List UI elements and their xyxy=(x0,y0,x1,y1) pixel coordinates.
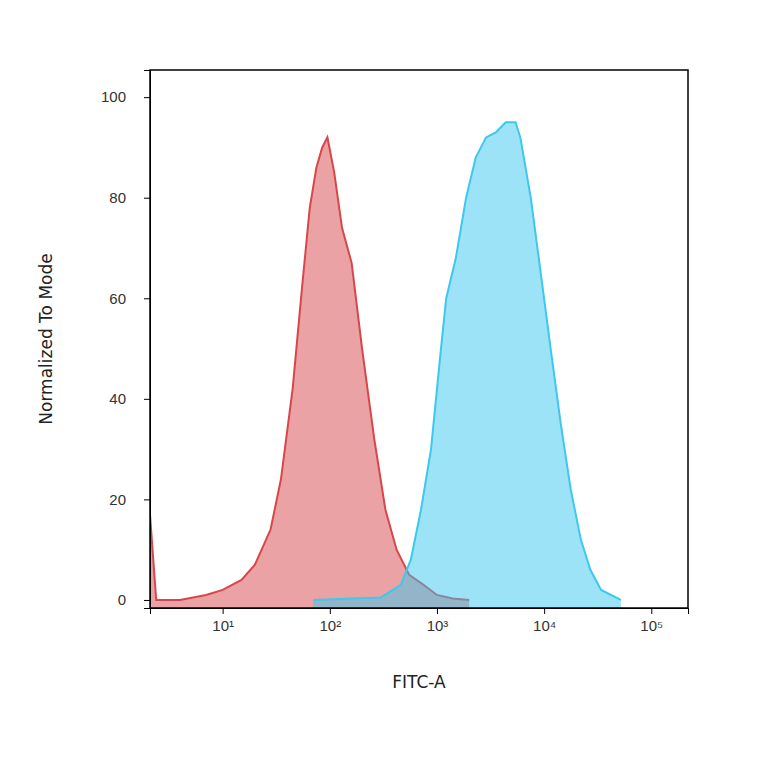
y-tick-mark xyxy=(144,198,150,199)
y-tick-mark xyxy=(144,298,150,299)
y-tick-mark xyxy=(144,600,150,601)
x-tick-mark xyxy=(330,608,331,614)
y-tick: 60 xyxy=(109,290,150,307)
x-tick-label: 10³ xyxy=(427,617,449,634)
x-tick: 10² xyxy=(319,608,341,634)
x-axis-title: FITC-A xyxy=(392,672,446,692)
y-tick-label: 60 xyxy=(109,290,126,307)
y-tick: 80 xyxy=(109,189,150,206)
y-tick-label: 0 xyxy=(118,591,126,608)
y-axis-line xyxy=(144,71,151,609)
x-tick-mark xyxy=(544,608,545,614)
x-tick: 10¹ xyxy=(212,608,234,634)
y-tick-label: 100 xyxy=(101,88,126,105)
chart: 10¹ 10² 10³ 10⁴ 10⁵ 0 20 40 60 80 100 FITC-A Normali… xyxy=(0,0,764,764)
y-tick-label: 80 xyxy=(109,189,126,206)
y-tick: 20 xyxy=(109,491,150,508)
x-axis: 10¹ 10² 10³ 10⁴ 10⁵ xyxy=(151,608,689,634)
x-tick-mark xyxy=(437,608,438,614)
x-tick: 10³ xyxy=(427,608,449,634)
y-axis-title: Normalized To Mode xyxy=(36,253,56,424)
y-tick-label: 40 xyxy=(109,390,126,407)
histogram-outline xyxy=(313,122,621,600)
plot-frame xyxy=(150,70,688,608)
y-tick-label: 20 xyxy=(109,491,126,508)
y-axis: 0 20 40 60 80 100 xyxy=(101,71,151,609)
y-tick-mark xyxy=(144,399,150,400)
y-tick: 40 xyxy=(109,390,150,407)
y-tick-mark xyxy=(144,97,150,98)
x-tick-mark xyxy=(223,608,224,614)
y-tick-mark xyxy=(144,499,150,500)
x-tick-label: 10⁵ xyxy=(640,617,663,634)
x-tick-label: 10² xyxy=(319,617,341,634)
x-tick-label: 10¹ xyxy=(212,617,234,634)
plot-area xyxy=(150,122,621,608)
x-tick-label: 10⁴ xyxy=(533,617,556,634)
y-tick: 100 xyxy=(101,88,150,105)
x-axis-line xyxy=(151,609,689,615)
histogram-area xyxy=(313,122,621,608)
x-tick: 10⁴ xyxy=(533,608,556,634)
x-tick: 10⁵ xyxy=(640,608,663,634)
x-tick-mark xyxy=(651,608,652,614)
y-tick: 0 xyxy=(118,591,150,608)
